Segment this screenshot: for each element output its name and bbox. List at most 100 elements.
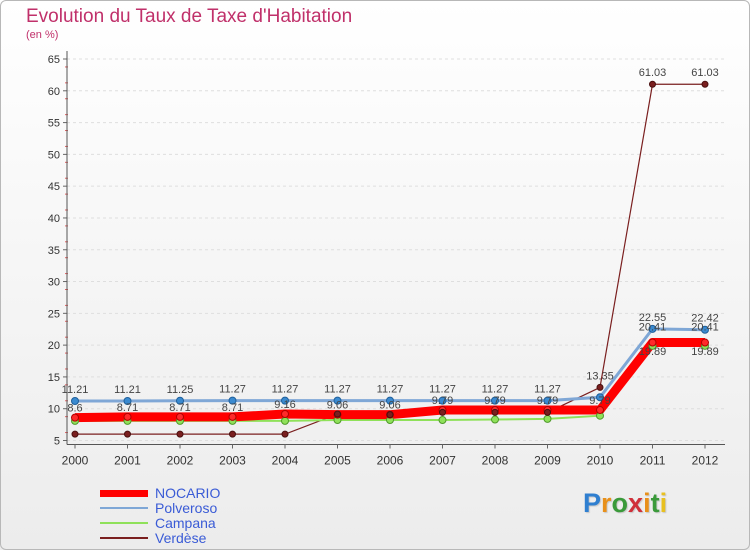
y-tick-label: 35 bbox=[48, 245, 60, 257]
legend-label-nocario: NOCARIO bbox=[155, 485, 221, 501]
point-nocario bbox=[596, 406, 604, 415]
legend-swatch-nocario bbox=[100, 490, 148, 497]
data-label-campana: 19.89 bbox=[639, 346, 667, 358]
legend-item-polveroso: Polveroso bbox=[100, 500, 300, 516]
point-polveroso bbox=[386, 396, 394, 405]
y-tick-label: 30 bbox=[48, 277, 60, 289]
logo-letter: i bbox=[643, 488, 651, 518]
legend-item-verdese: Verdèse bbox=[100, 530, 300, 546]
point-verdese bbox=[334, 410, 341, 418]
data-label-polveroso: 11.27 bbox=[482, 384, 509, 396]
logo-letter: x bbox=[628, 488, 644, 518]
data-label-nocario: 9.16 bbox=[274, 399, 295, 411]
y-tick-label: 20 bbox=[48, 340, 60, 352]
point-nocario bbox=[648, 338, 657, 347]
data-label-nocario: 9.06 bbox=[379, 400, 400, 412]
data-label-nocario: 9.06 bbox=[327, 400, 348, 412]
y-tick-label: 60 bbox=[48, 86, 60, 98]
point-verdese bbox=[596, 383, 604, 391]
legend-swatch-verdese bbox=[100, 537, 148, 539]
legend-item-nocario: NOCARIO bbox=[100, 485, 300, 501]
data-label-nocario: 8.71 bbox=[222, 402, 243, 414]
point-polveroso bbox=[491, 396, 499, 405]
point-polveroso bbox=[701, 325, 709, 334]
data-label-nocario: 20.41 bbox=[639, 322, 667, 334]
data-label-polveroso: 11.21 bbox=[114, 384, 141, 396]
data-label-verdese: 13.35 bbox=[586, 370, 614, 382]
point-verdese bbox=[229, 430, 236, 438]
legend-item-campana: Campana bbox=[100, 515, 300, 531]
legend-label-verdese: Verdèse bbox=[155, 530, 207, 546]
legend-swatch-campana bbox=[100, 522, 148, 524]
y-tick-label: 5 bbox=[54, 436, 60, 448]
y-tick-label: 50 bbox=[48, 149, 60, 161]
x-tick-label: 2000 bbox=[62, 454, 89, 468]
point-polveroso bbox=[123, 397, 132, 406]
data-label-nocario: 9.79 bbox=[432, 395, 453, 407]
data-label-polveroso: 11.27 bbox=[377, 384, 404, 396]
point-polveroso bbox=[543, 396, 552, 405]
point-polveroso bbox=[228, 396, 237, 405]
data-label-polveroso: 11.27 bbox=[219, 384, 246, 396]
point-verdese bbox=[124, 430, 131, 438]
point-nocario bbox=[281, 410, 289, 419]
point-verdese bbox=[281, 430, 289, 438]
data-label-polveroso: 11.21 bbox=[62, 384, 89, 396]
data-label-verdese: 61.03 bbox=[691, 67, 719, 79]
legend-swatch-polveroso bbox=[100, 507, 148, 509]
point-campana bbox=[491, 415, 499, 424]
y-tick-label: 45 bbox=[48, 181, 60, 193]
data-label-polveroso: 22.42 bbox=[691, 313, 719, 325]
x-tick-label: 2004 bbox=[272, 454, 299, 468]
chart-title: Evolution du Taux de Taxe d'Habitation bbox=[26, 6, 353, 27]
data-label-nocario: 20.41 bbox=[691, 322, 719, 334]
data-label-polveroso: 11.27 bbox=[272, 384, 299, 396]
y-tick-label: 55 bbox=[48, 118, 60, 130]
point-verdese bbox=[701, 80, 709, 88]
logo-letter: o bbox=[611, 488, 629, 518]
point-polveroso bbox=[648, 324, 657, 333]
y-tick-label: 15 bbox=[48, 372, 60, 384]
data-label-nocario: 8.71 bbox=[117, 402, 138, 414]
point-verdese bbox=[491, 408, 499, 416]
data-label-polveroso: 11.27 bbox=[429, 384, 456, 396]
point-verdese bbox=[649, 80, 656, 88]
point-verdese bbox=[544, 408, 551, 416]
point-campana bbox=[281, 416, 289, 425]
x-tick-label: 2002 bbox=[167, 454, 194, 468]
y-tick-label: 10 bbox=[48, 404, 60, 416]
point-polveroso bbox=[176, 396, 184, 405]
x-tick-label: 2010 bbox=[587, 454, 614, 468]
chart-subtitle: (en %) bbox=[26, 29, 59, 41]
point-nocario bbox=[71, 413, 79, 422]
legend-label-polveroso: Polveroso bbox=[155, 500, 218, 516]
x-tick-label: 2003 bbox=[219, 454, 246, 468]
x-tick-label: 2008 bbox=[482, 454, 509, 468]
x-tick-label: 2007 bbox=[429, 454, 456, 468]
logo-letter: t bbox=[650, 488, 660, 518]
data-label-verdese: 61.03 bbox=[639, 67, 667, 79]
point-nocario bbox=[123, 412, 132, 421]
data-label-polveroso: 22.55 bbox=[639, 312, 667, 324]
data-label-polveroso: 11.25 bbox=[167, 384, 194, 396]
point-campana bbox=[438, 416, 447, 425]
x-tick-label: 2011 bbox=[640, 454, 666, 468]
data-label-nocario: 9.79 bbox=[537, 395, 558, 407]
data-label-campana: 19.89 bbox=[691, 346, 719, 358]
point-polveroso bbox=[596, 393, 604, 402]
point-polveroso bbox=[281, 396, 289, 405]
point-nocario bbox=[176, 412, 184, 421]
point-nocario bbox=[701, 338, 709, 347]
data-label-nocario: 8.71 bbox=[169, 402, 190, 414]
point-polveroso bbox=[333, 396, 342, 405]
point-verdese bbox=[71, 430, 79, 438]
x-tick-label: 2009 bbox=[534, 454, 561, 468]
y-tick-label: 40 bbox=[48, 213, 60, 225]
x-tick-label: 2006 bbox=[377, 454, 404, 468]
point-polveroso bbox=[71, 397, 79, 406]
x-tick-label: 2001 bbox=[114, 454, 141, 468]
data-label-nocario: 8.6 bbox=[67, 403, 82, 415]
logo-letter: P bbox=[583, 488, 602, 518]
point-polveroso bbox=[438, 396, 447, 405]
